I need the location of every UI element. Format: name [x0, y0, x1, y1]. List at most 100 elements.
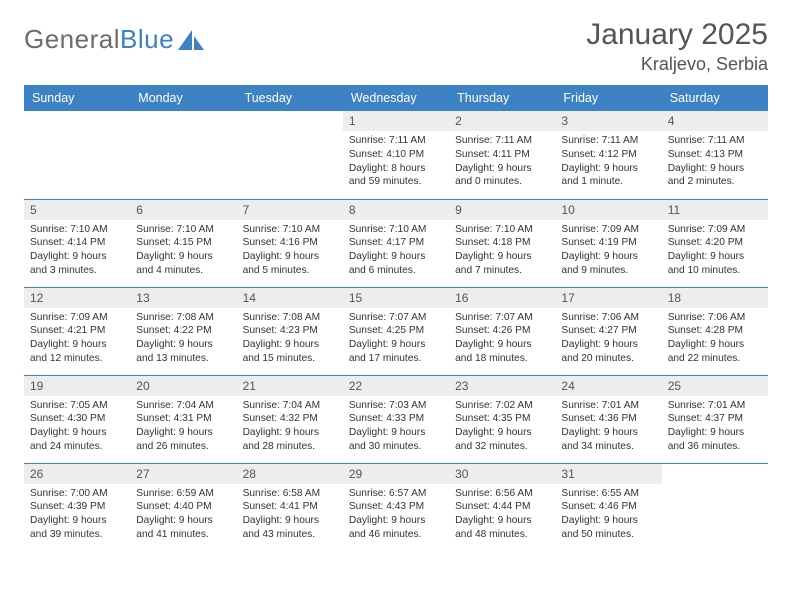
day-details: Sunrise: 6:57 AMSunset: 4:43 PMDaylight:…: [343, 484, 449, 548]
day-number: 21: [237, 376, 343, 396]
day-number: 27: [130, 464, 236, 484]
day-details: Sunrise: 7:01 AMSunset: 4:36 PMDaylight:…: [555, 396, 661, 460]
calendar-cell: 12Sunrise: 7:09 AMSunset: 4:21 PMDayligh…: [24, 287, 130, 375]
calendar-cell: 29Sunrise: 6:57 AMSunset: 4:43 PMDayligh…: [343, 463, 449, 551]
day-number: 26: [24, 464, 130, 484]
day-details: Sunrise: 7:01 AMSunset: 4:37 PMDaylight:…: [662, 396, 768, 460]
calendar-cell: 22Sunrise: 7:03 AMSunset: 4:33 PMDayligh…: [343, 375, 449, 463]
day-number: 25: [662, 376, 768, 396]
day-details: Sunrise: 7:07 AMSunset: 4:25 PMDaylight:…: [343, 308, 449, 372]
day-number: 22: [343, 376, 449, 396]
calendar-row: 26Sunrise: 7:00 AMSunset: 4:39 PMDayligh…: [24, 463, 768, 551]
day-details: Sunrise: 7:11 AMSunset: 4:11 PMDaylight:…: [449, 131, 555, 195]
day-number: 24: [555, 376, 661, 396]
day-number: 18: [662, 288, 768, 308]
calendar-cell: 10Sunrise: 7:09 AMSunset: 4:19 PMDayligh…: [555, 199, 661, 287]
calendar-cell: 2Sunrise: 7:11 AMSunset: 4:11 PMDaylight…: [449, 111, 555, 199]
location: Kraljevo, Serbia: [586, 54, 768, 75]
calendar-cell: 15Sunrise: 7:07 AMSunset: 4:25 PMDayligh…: [343, 287, 449, 375]
day-number: 31: [555, 464, 661, 484]
calendar-body: 1Sunrise: 7:11 AMSunset: 4:10 PMDaylight…: [24, 111, 768, 551]
calendar-cell: 27Sunrise: 6:59 AMSunset: 4:40 PMDayligh…: [130, 463, 236, 551]
day-number: 2: [449, 111, 555, 131]
calendar-table: SundayMondayTuesdayWednesdayThursdayFrid…: [24, 85, 768, 551]
calendar-cell: 18Sunrise: 7:06 AMSunset: 4:28 PMDayligh…: [662, 287, 768, 375]
day-details: Sunrise: 7:09 AMSunset: 4:19 PMDaylight:…: [555, 220, 661, 284]
day-number: 14: [237, 288, 343, 308]
weekday-header: Tuesday: [237, 85, 343, 111]
day-number: 28: [237, 464, 343, 484]
day-number: 1: [343, 111, 449, 131]
calendar-cell: 30Sunrise: 6:56 AMSunset: 4:44 PMDayligh…: [449, 463, 555, 551]
calendar-row: 5Sunrise: 7:10 AMSunset: 4:14 PMDaylight…: [24, 199, 768, 287]
day-number: 20: [130, 376, 236, 396]
weekday-header: Saturday: [662, 85, 768, 111]
day-number: 29: [343, 464, 449, 484]
calendar-cell: 20Sunrise: 7:04 AMSunset: 4:31 PMDayligh…: [130, 375, 236, 463]
day-number: 5: [24, 200, 130, 220]
calendar-cell: 17Sunrise: 7:06 AMSunset: 4:27 PMDayligh…: [555, 287, 661, 375]
day-number: 6: [130, 200, 236, 220]
calendar-cell: 7Sunrise: 7:10 AMSunset: 4:16 PMDaylight…: [237, 199, 343, 287]
day-details: Sunrise: 7:11 AMSunset: 4:12 PMDaylight:…: [555, 131, 661, 195]
weekday-header: Wednesday: [343, 85, 449, 111]
day-details: Sunrise: 7:07 AMSunset: 4:26 PMDaylight:…: [449, 308, 555, 372]
day-details: Sunrise: 6:55 AMSunset: 4:46 PMDaylight:…: [555, 484, 661, 548]
day-details: Sunrise: 7:06 AMSunset: 4:27 PMDaylight:…: [555, 308, 661, 372]
day-details: Sunrise: 7:11 AMSunset: 4:10 PMDaylight:…: [343, 131, 449, 195]
title-block: January 2025 Kraljevo, Serbia: [586, 18, 768, 75]
day-details: Sunrise: 7:08 AMSunset: 4:23 PMDaylight:…: [237, 308, 343, 372]
day-details: Sunrise: 7:11 AMSunset: 4:13 PMDaylight:…: [662, 131, 768, 195]
calendar-cell: 31Sunrise: 6:55 AMSunset: 4:46 PMDayligh…: [555, 463, 661, 551]
calendar-cell: 25Sunrise: 7:01 AMSunset: 4:37 PMDayligh…: [662, 375, 768, 463]
day-details: Sunrise: 7:04 AMSunset: 4:32 PMDaylight:…: [237, 396, 343, 460]
logo: GeneralBlue: [24, 18, 204, 55]
day-number: 30: [449, 464, 555, 484]
calendar-row: 12Sunrise: 7:09 AMSunset: 4:21 PMDayligh…: [24, 287, 768, 375]
calendar-cell-empty: [237, 111, 343, 199]
day-number: 10: [555, 200, 661, 220]
month-title: January 2025: [586, 18, 768, 52]
logo-sail-icon: [178, 30, 204, 50]
logo-text-2: Blue: [120, 24, 174, 55]
weekday-header: Monday: [130, 85, 236, 111]
day-details: Sunrise: 7:10 AMSunset: 4:18 PMDaylight:…: [449, 220, 555, 284]
day-details: Sunrise: 7:04 AMSunset: 4:31 PMDaylight:…: [130, 396, 236, 460]
calendar-cell: 6Sunrise: 7:10 AMSunset: 4:15 PMDaylight…: [130, 199, 236, 287]
calendar-cell: 21Sunrise: 7:04 AMSunset: 4:32 PMDayligh…: [237, 375, 343, 463]
calendar-cell: 19Sunrise: 7:05 AMSunset: 4:30 PMDayligh…: [24, 375, 130, 463]
header: GeneralBlue January 2025 Kraljevo, Serbi…: [24, 18, 768, 85]
calendar-cell: 26Sunrise: 7:00 AMSunset: 4:39 PMDayligh…: [24, 463, 130, 551]
calendar-cell-empty: [662, 463, 768, 551]
calendar-cell-empty: [24, 111, 130, 199]
weekday-header: Sunday: [24, 85, 130, 111]
calendar-cell: 11Sunrise: 7:09 AMSunset: 4:20 PMDayligh…: [662, 199, 768, 287]
day-number: 7: [237, 200, 343, 220]
weekday-header: Friday: [555, 85, 661, 111]
day-details: Sunrise: 7:10 AMSunset: 4:17 PMDaylight:…: [343, 220, 449, 284]
day-details: Sunrise: 7:10 AMSunset: 4:15 PMDaylight:…: [130, 220, 236, 284]
calendar-cell: 1Sunrise: 7:11 AMSunset: 4:10 PMDaylight…: [343, 111, 449, 199]
calendar-cell: 24Sunrise: 7:01 AMSunset: 4:36 PMDayligh…: [555, 375, 661, 463]
day-number: 9: [449, 200, 555, 220]
day-details: Sunrise: 7:02 AMSunset: 4:35 PMDaylight:…: [449, 396, 555, 460]
day-number: 16: [449, 288, 555, 308]
calendar-cell: 5Sunrise: 7:10 AMSunset: 4:14 PMDaylight…: [24, 199, 130, 287]
day-details: Sunrise: 7:06 AMSunset: 4:28 PMDaylight:…: [662, 308, 768, 372]
day-number: 23: [449, 376, 555, 396]
day-number: 4: [662, 111, 768, 131]
day-details: Sunrise: 7:09 AMSunset: 4:21 PMDaylight:…: [24, 308, 130, 372]
calendar-row: 19Sunrise: 7:05 AMSunset: 4:30 PMDayligh…: [24, 375, 768, 463]
day-details: Sunrise: 7:09 AMSunset: 4:20 PMDaylight:…: [662, 220, 768, 284]
day-details: Sunrise: 7:03 AMSunset: 4:33 PMDaylight:…: [343, 396, 449, 460]
day-number: 13: [130, 288, 236, 308]
day-details: Sunrise: 7:08 AMSunset: 4:22 PMDaylight:…: [130, 308, 236, 372]
day-number: 11: [662, 200, 768, 220]
day-details: Sunrise: 6:59 AMSunset: 4:40 PMDaylight:…: [130, 484, 236, 548]
calendar-cell: 9Sunrise: 7:10 AMSunset: 4:18 PMDaylight…: [449, 199, 555, 287]
day-details: Sunrise: 6:58 AMSunset: 4:41 PMDaylight:…: [237, 484, 343, 548]
weekday-header: Thursday: [449, 85, 555, 111]
day-number: 8: [343, 200, 449, 220]
calendar-cell: 13Sunrise: 7:08 AMSunset: 4:22 PMDayligh…: [130, 287, 236, 375]
calendar-row: 1Sunrise: 7:11 AMSunset: 4:10 PMDaylight…: [24, 111, 768, 199]
